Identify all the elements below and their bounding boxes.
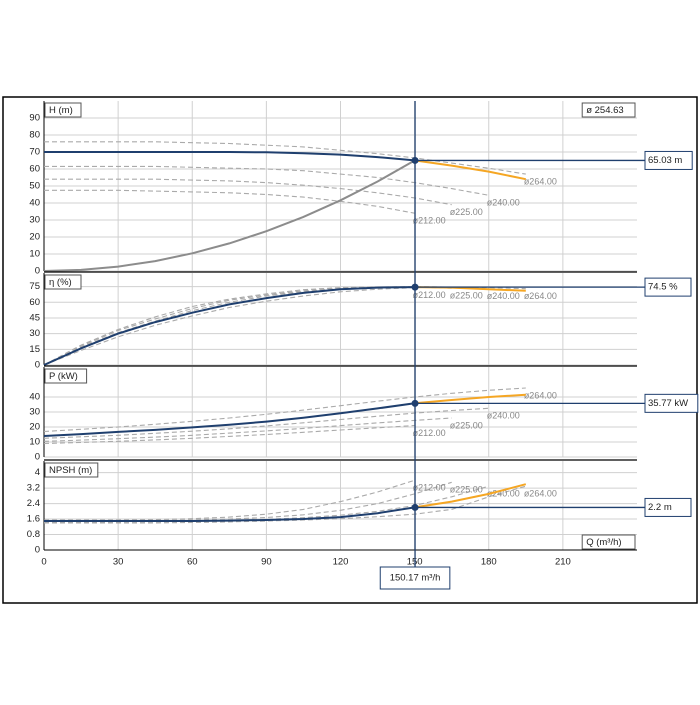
y-tick-label: 30 <box>29 215 40 226</box>
frame <box>2 96 698 604</box>
curve <box>414 393 526 405</box>
x-tick-label: 210 <box>555 557 571 568</box>
y-tick-label: 70 <box>29 147 40 158</box>
x-tick-label: 90 <box>261 557 272 568</box>
y-tick-label: 4 <box>35 467 40 478</box>
curve-label: ø225.00 <box>450 485 483 495</box>
curve-dashed <box>43 417 452 442</box>
curve-label: ø212.00 <box>413 216 446 226</box>
curve-label: ø240.00 <box>487 489 520 499</box>
curve-dashed <box>44 189 415 214</box>
y-tick-label: 10 <box>29 437 40 448</box>
curve-label: ø240.00 <box>487 411 520 421</box>
curve-label: ø212.00 <box>413 428 446 438</box>
curve-label: ø225.00 <box>450 420 483 430</box>
annotation-box <box>581 102 636 118</box>
curve-label: ø240.00 <box>487 291 520 301</box>
curve-dashed <box>43 286 415 366</box>
curve-label: ø264.00 <box>524 291 557 301</box>
marker-box <box>644 150 693 170</box>
y-tick-label: 1.6 <box>27 514 40 525</box>
y-tick-label: 0 <box>35 360 40 371</box>
y-tick-label: 75 <box>29 281 40 292</box>
y-tick-label: 40 <box>29 392 40 403</box>
panel-label: P (kW) <box>49 371 78 382</box>
y-tick-label: 30 <box>29 328 40 339</box>
y-tick-label: 0 <box>35 545 40 556</box>
marker-box <box>644 277 692 297</box>
panel-label-box <box>44 462 99 478</box>
curve-dashed <box>43 387 526 433</box>
curve <box>43 159 416 272</box>
x-tick-label: 180 <box>481 557 497 568</box>
y-tick-label: 60 <box>29 297 40 308</box>
x-tick-label: 30 <box>113 557 124 568</box>
y-tick-label: 0.8 <box>27 529 40 540</box>
panel-label-box <box>44 102 82 118</box>
y-tick-label: 10 <box>29 249 40 260</box>
curve <box>44 151 415 162</box>
curve-label: ø212.00 <box>413 290 446 300</box>
marker-box <box>644 393 699 413</box>
y-tick-label: 60 <box>29 164 40 175</box>
curve-label: ø225.00 <box>450 207 483 217</box>
panel-label: NPSH (m) <box>49 465 92 476</box>
y-tick-label: 15 <box>29 344 40 355</box>
y-tick-label: 20 <box>29 422 40 433</box>
marker-x-label: 150.17 m³/h <box>390 573 441 584</box>
y-tick-label: 20 <box>29 232 40 243</box>
y-tick-label: 30 <box>29 407 40 418</box>
y-tick-label: 40 <box>29 198 40 209</box>
marker-label: 35.77 kW <box>648 398 688 409</box>
curve-label: ø264.00 <box>524 390 557 400</box>
marker-label: 65.03 m <box>648 155 682 166</box>
y-tick-label: 0 <box>35 452 40 463</box>
curve-dashed <box>43 424 415 445</box>
y-tick-label: 2.4 <box>27 498 40 509</box>
curve <box>414 159 527 181</box>
y-tick-label: 50 <box>29 181 40 192</box>
curve <box>43 402 415 437</box>
y-tick-label: 45 <box>29 312 40 323</box>
marker-x-box <box>379 566 451 590</box>
y-tick-label: 3.2 <box>27 483 40 494</box>
curve-label: ø240.00 <box>487 198 520 208</box>
panel-label-box <box>44 368 88 384</box>
marker-label: 2.2 m <box>648 502 672 513</box>
x-tick-label: 120 <box>333 557 349 568</box>
x-tick-label: 0 <box>41 557 46 568</box>
x-tick-label: 60 <box>187 557 198 568</box>
curve <box>44 506 415 522</box>
y-tick-label: 90 <box>29 113 40 124</box>
panel-label: η (%) <box>49 277 72 288</box>
y-tick-label: 0 <box>35 266 40 277</box>
marker-label: 74.5 % <box>648 282 678 293</box>
curve-label: ø225.00 <box>450 291 483 301</box>
curve-dashed <box>43 286 452 366</box>
x-label-box <box>581 534 636 550</box>
curve-label: ø264.00 <box>524 489 557 499</box>
x-axis-label: Q (m³/h) <box>586 537 621 548</box>
curve-dashed <box>44 479 415 521</box>
curve <box>43 286 415 366</box>
curve-dashed <box>44 141 526 175</box>
curve-label: ø212.00 <box>413 483 446 493</box>
panel-label: H (m) <box>49 105 73 116</box>
y-tick-label: 80 <box>29 130 40 141</box>
marker-box <box>644 497 692 517</box>
curve-dashed <box>44 178 452 206</box>
curve <box>414 483 527 509</box>
annotation: ø 254.63 <box>586 105 624 116</box>
panel-label-box <box>44 274 82 290</box>
curve-label: ø264.00 <box>524 176 557 186</box>
